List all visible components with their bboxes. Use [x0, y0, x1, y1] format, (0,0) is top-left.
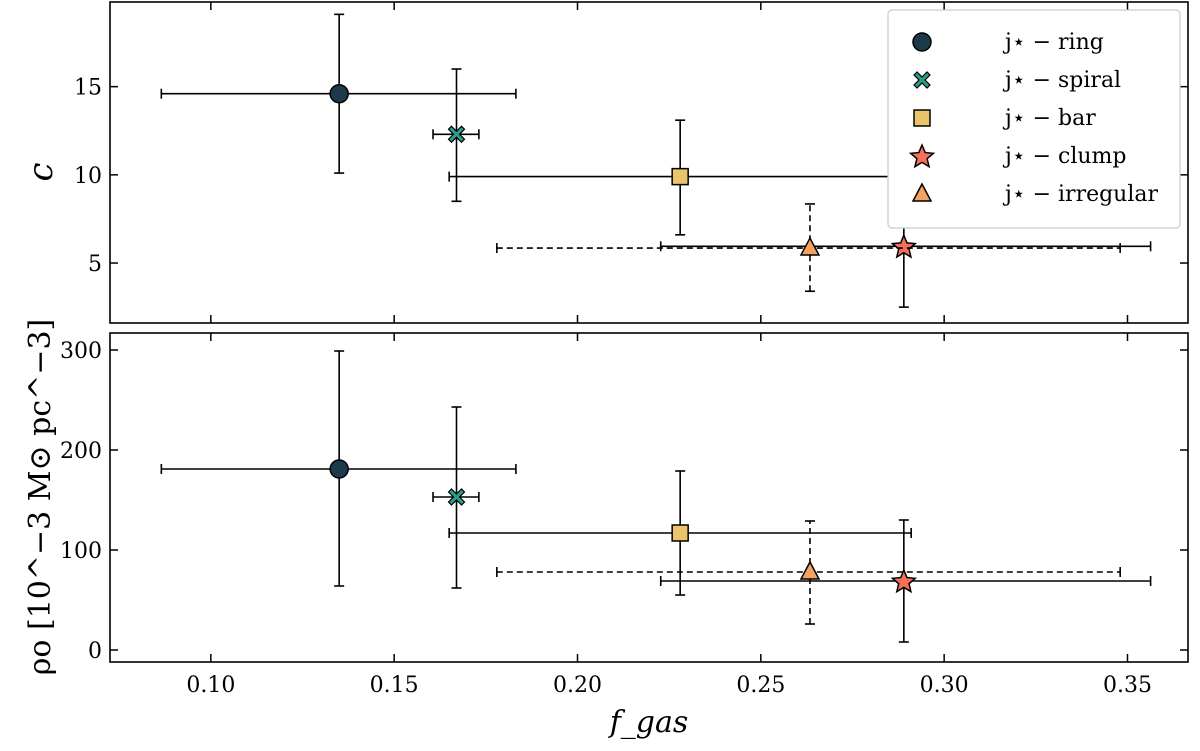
data-point	[447, 488, 466, 506]
data-point	[890, 568, 918, 594]
data-point	[447, 125, 466, 144]
legend-marker	[908, 143, 936, 169]
data-point	[671, 524, 689, 542]
legend-marker	[912, 32, 932, 52]
panel-top: 5 10 15	[74, 1, 1189, 324]
x-tick-label: 0.10	[186, 673, 235, 698]
x-tick-label: 0.15	[370, 673, 419, 698]
y-tick-label: 15	[74, 76, 102, 101]
legend-marker	[913, 71, 931, 89]
series-star	[659, 184, 1152, 308]
panel-bottom: 0.10 0.15 0.20 0.25 0.30 0.35 0 100 200 300	[60, 332, 1189, 698]
series-circle	[160, 13, 517, 174]
legend-label: j⋆ − bar	[1002, 106, 1096, 131]
y-tick-label: 100	[60, 539, 102, 564]
legend-label: j⋆ − clump	[1002, 144, 1126, 169]
legend-marker	[913, 109, 931, 127]
data-point	[671, 167, 689, 186]
y-tick-label: 0	[88, 639, 102, 664]
y-tick-label: 5	[88, 252, 102, 277]
series-star	[659, 519, 1152, 643]
legend-box	[887, 9, 1181, 229]
x-tick-label: 0.25	[736, 673, 785, 698]
data-point	[799, 560, 821, 580]
x-tick-label: 0.20	[553, 673, 602, 698]
axes-frame	[109, 1, 1189, 324]
data-point	[329, 83, 349, 104]
x-tick-label: 0.30	[920, 673, 969, 698]
y-tick-label: 300	[60, 339, 102, 364]
y-axis-label-top: c	[21, 162, 61, 181]
series-square	[448, 119, 912, 236]
series-circle	[160, 350, 517, 587]
axes-frame	[109, 332, 1189, 663]
series-square	[448, 470, 912, 596]
legend: j⋆ − ring j⋆ − spiral j⋆ − bar j⋆ − clump j⋆…	[887, 9, 1181, 229]
series-x	[432, 68, 480, 203]
series-x	[432, 406, 480, 589]
series-triangle	[496, 203, 1121, 293]
legend-marker	[911, 182, 933, 202]
legend-label: j⋆ − spiral	[1002, 68, 1121, 93]
data-point	[329, 459, 349, 479]
data-point	[799, 236, 821, 256]
legend-label: j⋆ − irregular	[1002, 182, 1159, 207]
y-tick-label: 10	[74, 164, 102, 189]
y-axis-label-bottom: ρo [10^−3 M⊙ pc^−3]	[23, 319, 58, 675]
x-tick-label: 0.35	[1103, 673, 1152, 698]
series-triangle	[496, 520, 1121, 625]
data-point	[890, 233, 918, 259]
y-tick-label: 200	[60, 439, 102, 464]
x-axis-label: f_gas	[608, 705, 689, 740]
legend-label: j⋆ − ring	[1002, 30, 1104, 55]
